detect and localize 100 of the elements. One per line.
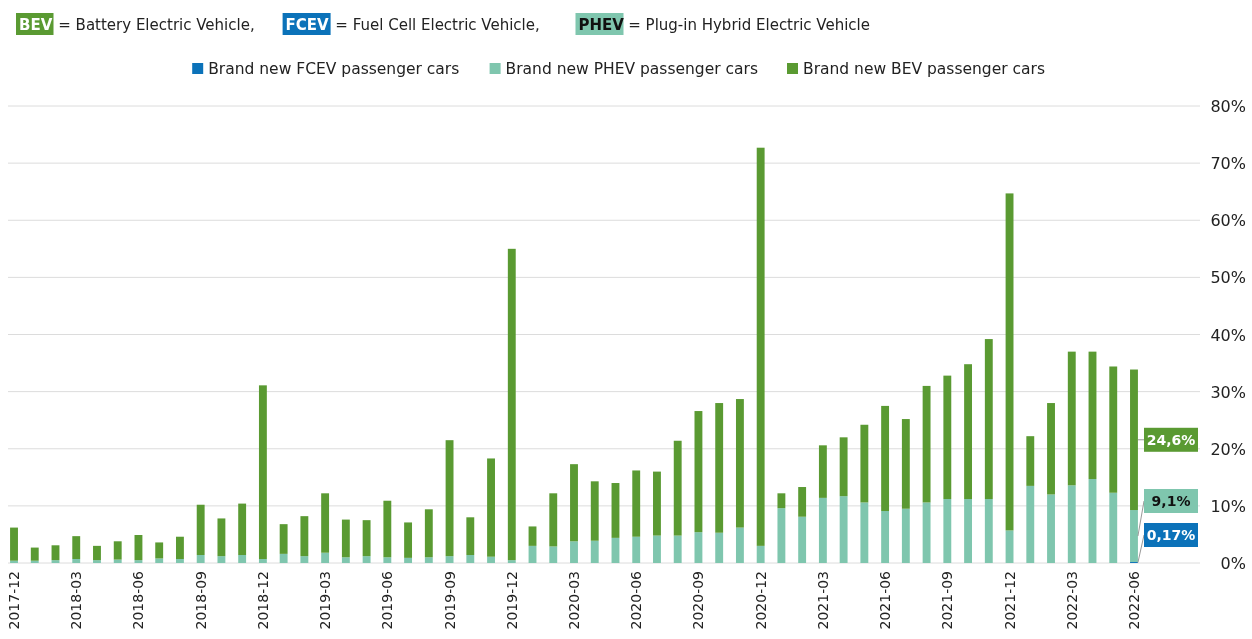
bar	[1067, 485, 1076, 563]
bar	[279, 553, 288, 563]
x-tick-label: 2020-09	[690, 571, 707, 630]
y-tick-label: 80%	[1210, 97, 1246, 116]
bar	[341, 519, 350, 558]
bar	[673, 440, 682, 536]
bar	[860, 502, 869, 563]
bar	[300, 516, 309, 557]
y-tick-label: 0%	[1220, 554, 1246, 573]
bar	[673, 535, 682, 563]
bar	[839, 496, 848, 563]
bar	[72, 559, 81, 563]
x-tick-label: 2022-06	[1125, 570, 1142, 630]
bar	[964, 364, 972, 500]
y-tick-label: 50%	[1210, 268, 1246, 288]
x-tick-label: 2018-12	[254, 571, 271, 630]
x-tick-label: 2022-03	[1063, 571, 1080, 630]
bar	[196, 504, 205, 555]
x-tick-label: 2018-03	[68, 571, 85, 630]
bar	[424, 509, 433, 558]
bar	[72, 536, 81, 559]
y-tick-label: 40%	[1210, 325, 1246, 345]
bar	[735, 399, 744, 528]
bar	[507, 248, 516, 561]
x-tick-label: 2021-12	[1001, 571, 1018, 630]
bar	[1026, 485, 1035, 563]
bar	[1130, 369, 1138, 511]
bar	[238, 555, 247, 563]
x-tick-label: 2019-03	[317, 571, 334, 630]
bar	[798, 487, 807, 517]
bar	[777, 508, 786, 563]
bar	[881, 511, 890, 563]
x-tick-label: 2019-09	[441, 571, 458, 630]
bar	[155, 542, 164, 559]
bar	[922, 502, 931, 563]
y-tick-label: 10%	[1210, 496, 1246, 516]
bar	[715, 403, 724, 533]
bar	[93, 560, 101, 563]
bar	[1109, 492, 1118, 563]
bar	[839, 437, 848, 497]
bar	[984, 499, 993, 563]
x-tick-label: 2017-12	[6, 571, 23, 630]
x-tick-label: 2021-06	[877, 570, 894, 630]
data-label: 9,1%	[1151, 493, 1191, 509]
bar	[964, 499, 972, 563]
bar	[362, 556, 371, 563]
bar	[176, 559, 184, 563]
bar	[756, 545, 765, 563]
bar	[134, 560, 143, 563]
legend-label: Brand new FCEV passenger cars	[208, 60, 460, 78]
bar	[590, 540, 599, 563]
bar	[1005, 530, 1014, 563]
bar	[196, 555, 205, 563]
bar	[881, 405, 890, 512]
bar	[528, 526, 537, 546]
x-tick-label: 2019-12	[503, 571, 520, 630]
bar	[1130, 510, 1138, 563]
x-tick-label: 2021-03	[814, 571, 831, 630]
bar	[943, 375, 952, 500]
bar	[653, 471, 661, 536]
x-tick-label: 2018-06	[130, 570, 147, 630]
bar	[258, 559, 267, 563]
data-label: 24,6%	[1146, 431, 1196, 448]
x-tick-label: 2020-06	[628, 570, 645, 630]
bar	[362, 520, 371, 557]
bar	[155, 558, 164, 563]
bar	[279, 524, 288, 554]
bar	[549, 493, 558, 547]
x-tick-label: 2020-12	[752, 571, 769, 630]
bar	[113, 541, 122, 560]
bar	[341, 557, 350, 563]
bar	[404, 557, 413, 563]
bar	[404, 522, 413, 558]
bar	[1026, 436, 1035, 486]
bar	[424, 557, 433, 563]
bar	[570, 541, 578, 563]
bar	[466, 517, 475, 555]
bar	[860, 424, 869, 503]
data-label: 0,17%	[1146, 527, 1196, 543]
bar	[51, 560, 60, 563]
bar	[901, 508, 910, 563]
bar	[922, 385, 931, 503]
bar	[258, 385, 267, 559]
y-tick-label: 20%	[1210, 439, 1246, 459]
text: BEV = Battery Electric Vehicle, FCEV = Fuel Cell Electric Vehicle, PHEV = Plug-in Hybrid Electric Vehicle	[19, 16, 870, 34]
bar	[818, 445, 827, 498]
bar	[507, 560, 516, 563]
bar	[590, 481, 599, 541]
bar	[300, 556, 309, 563]
bar	[984, 339, 993, 500]
bar	[818, 497, 827, 563]
bar	[383, 500, 392, 558]
bar	[487, 556, 495, 563]
bar	[217, 556, 226, 563]
bar	[51, 545, 60, 561]
bar	[1067, 351, 1076, 486]
bar	[238, 503, 247, 555]
legend-label: Brand new PHEV passenger cars	[505, 60, 758, 78]
bar	[93, 545, 101, 561]
bar	[1047, 494, 1055, 563]
